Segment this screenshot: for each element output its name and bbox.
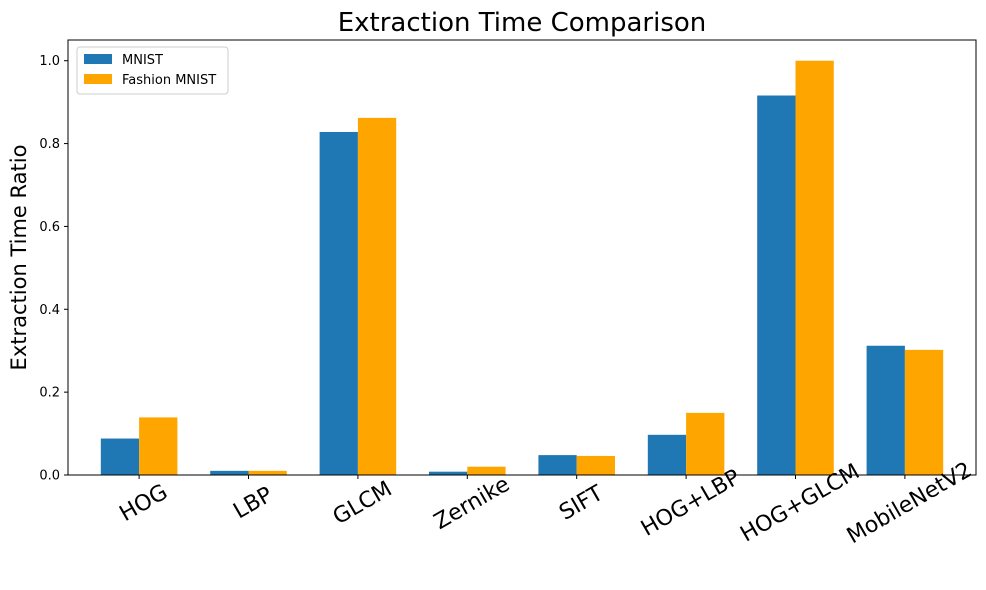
x-tick-label: HOG — [116, 480, 173, 527]
bar-fashion-mnist-hog-plus-lbp — [686, 412, 725, 475]
bar-mnist-zernike — [429, 471, 468, 475]
y-tick-label: 0.0 — [39, 469, 60, 484]
bar-mnist-mobilenetv2 — [866, 345, 905, 475]
legend-label: Fashion MNIST — [122, 73, 216, 88]
bar-mnist-hog-plus-glcm — [757, 95, 796, 475]
y-tick-label: 0.4 — [39, 303, 60, 318]
bar-mnist-lbp — [210, 470, 249, 475]
x-tick-label: GLCM — [329, 477, 397, 530]
y-tick-label: 0.6 — [39, 220, 60, 235]
y-tick-label: 1.0 — [39, 54, 60, 69]
y-ticks: 0.0 0.2 0.4 0.6 0.8 1.0 — [39, 54, 68, 484]
chart-title: Extraction Time Comparison — [338, 8, 707, 38]
bars-group — [100, 60, 944, 475]
bar-fashion-mnist-hog-plus-glcm — [795, 60, 834, 475]
x-tick-label: HOG+LBP — [637, 465, 745, 542]
bar-mnist-sift — [538, 455, 577, 475]
bar-fashion-mnist-sift — [576, 455, 615, 475]
bar-fashion-mnist-lbp — [248, 470, 287, 475]
legend-label: MNIST — [122, 53, 163, 68]
bar-mnist-hog-plus-lbp — [647, 434, 687, 475]
plot-frame — [67, 39, 977, 476]
legend-swatch — [84, 54, 112, 64]
x-tick-label: Zernike — [430, 472, 514, 535]
legend-box — [76, 46, 229, 95]
bar-mnist-hog — [100, 438, 140, 475]
bar-fashion-mnist-glcm — [357, 117, 397, 475]
legend: MNIST Fashion MNIST — [76, 46, 229, 95]
y-tick-label: 0.2 — [39, 386, 60, 401]
y-tick-label: 0.8 — [39, 137, 60, 152]
bar-fashion-mnist-hog — [139, 417, 178, 475]
bar-mnist-glcm — [319, 131, 358, 475]
bar-fashion-mnist-mobilenetv2 — [904, 349, 944, 475]
x-tick-label: SIFT — [555, 481, 608, 526]
bar-fashion-mnist-zernike — [467, 466, 506, 475]
y-axis-label: Extraction Time Ratio — [7, 145, 31, 371]
x-tick-label: LBP — [229, 482, 277, 524]
legend-swatch — [84, 74, 112, 84]
